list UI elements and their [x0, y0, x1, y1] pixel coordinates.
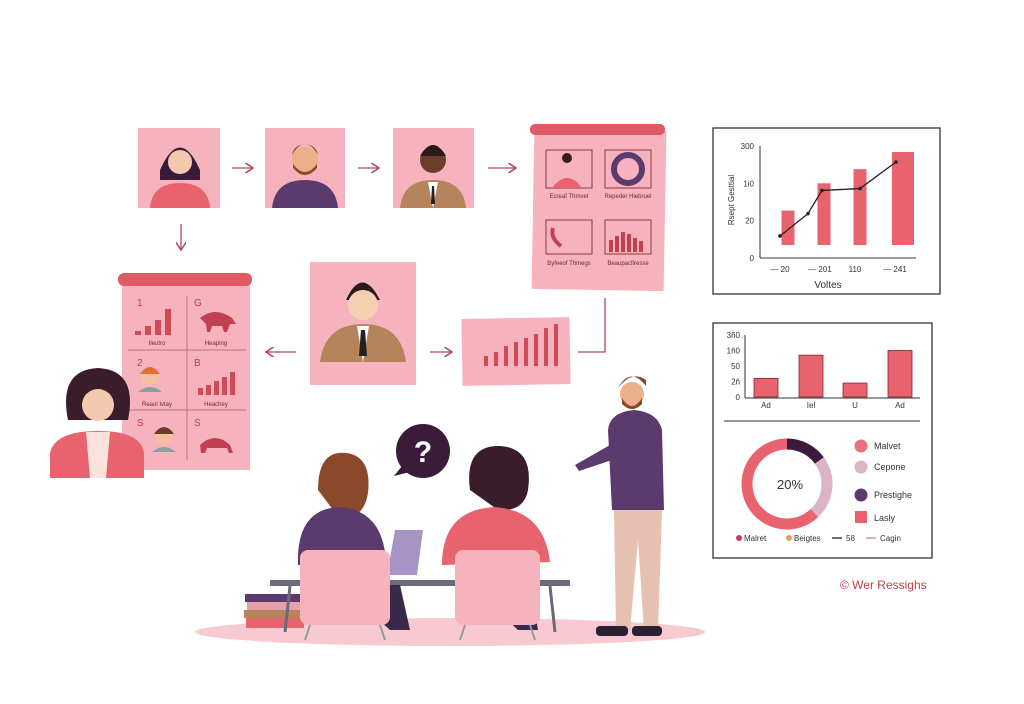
- board-caption: Heaping: [205, 341, 227, 347]
- standing-man: [575, 376, 664, 636]
- portrait-card-center: [310, 262, 416, 385]
- x-tick-label: — 241: [883, 265, 907, 274]
- x-tick-label: 110: [849, 265, 862, 274]
- x-tick-label: Iel: [807, 401, 816, 410]
- books-stack-icon: [244, 594, 304, 628]
- cell-number: B: [194, 358, 201, 369]
- table: [270, 580, 570, 586]
- y-tick-label: 0: [750, 254, 755, 263]
- line-point: [820, 188, 824, 193]
- bottom-legend-label: Cagin: [880, 534, 901, 543]
- legend-label: Malvet: [874, 441, 901, 451]
- legend-label: Lasly: [874, 513, 896, 523]
- board-caption: Beaupacfiresse: [607, 261, 649, 267]
- portrait-card-suited-man: [393, 128, 474, 208]
- y-tick-label: 2ñ: [731, 378, 740, 387]
- x-tick-label: — 201: [808, 265, 832, 274]
- line-point: [806, 211, 810, 216]
- cell-number: 1: [137, 298, 143, 309]
- x-tick-label: — 20: [770, 265, 790, 274]
- bar: [798, 354, 824, 398]
- laptop: [387, 530, 423, 575]
- x-axis-label: Voltes: [814, 280, 841, 291]
- meeting-scene: ?: [195, 376, 705, 646]
- bar: [842, 382, 868, 398]
- x-tick-label: Ad: [761, 401, 771, 410]
- donut-slice: [741, 438, 819, 530]
- line-point: [894, 160, 898, 164]
- board-caption: Byfeeof Thmegs: [547, 261, 591, 267]
- y-tick-label: 20: [745, 217, 754, 226]
- bottom-legend-label: 58: [846, 534, 855, 543]
- legend-swatch: [854, 488, 868, 502]
- cell-number: G: [194, 298, 202, 309]
- donut-center-label: 20%: [777, 477, 803, 492]
- question-mark-icon: ?: [414, 436, 432, 469]
- board-caption: Repeder Hiebruel: [604, 194, 651, 200]
- y-tick-label: 1i0: [743, 179, 754, 188]
- legend-swatch: [736, 535, 742, 541]
- woman-presenter: [50, 368, 144, 478]
- connector-line: [578, 298, 606, 353]
- board-caption: Heachey: [204, 402, 228, 408]
- info-board-right: Ecreaf Thmvet Repeder Hiebruel Byfeeof T…: [530, 124, 667, 292]
- board-caption: Reaol Ivtay: [142, 402, 172, 408]
- y-tick-label: 0: [736, 393, 741, 402]
- bar: [887, 350, 913, 398]
- legend-swatch: [854, 439, 868, 453]
- line-bar-chart: 0 20 1i0 300 — 20 — 201 110 — 241 Rsept Gesttia…: [712, 127, 941, 295]
- y-tick-label: 3ñ0: [727, 331, 741, 340]
- y-tick-label: 50: [731, 362, 740, 371]
- legend-swatch: [854, 460, 868, 474]
- portrait-card-woman: [138, 128, 220, 208]
- bar: [817, 183, 831, 245]
- bar: [753, 377, 779, 398]
- board-caption: Ileutro: [149, 341, 166, 347]
- legend-label: Cepone: [874, 462, 906, 472]
- portrait-card-bearded-man: [265, 128, 345, 208]
- line-point: [778, 234, 782, 238]
- cell-number: S: [194, 418, 201, 429]
- y-axis-label: Rsept Gesttial: [727, 175, 736, 225]
- mini-bar-chart-card: [461, 317, 571, 386]
- legend-swatch: [855, 511, 867, 523]
- cell-number: S: [137, 418, 144, 429]
- line-point: [858, 186, 862, 191]
- bar-donut-chart-panel: 0 2ñ 50 1ñ0 3ñ0 Ad Iel U Ad Malvet Cepone Prestigh…: [712, 322, 933, 559]
- chair: [455, 550, 540, 625]
- donut-slice: [786, 438, 824, 464]
- cell-number: 2: [137, 358, 143, 369]
- bar: [853, 169, 867, 245]
- legend-label: Prestighe: [874, 490, 912, 500]
- x-tick-label: Ad: [895, 401, 905, 410]
- question-speech-bubble: ?: [394, 424, 450, 478]
- bar: [781, 210, 795, 245]
- board-caption: Ecreaf Thmvet: [550, 194, 589, 200]
- x-tick-label: U: [852, 401, 858, 410]
- legend-swatch: [786, 535, 792, 541]
- watermark: © Wer Ressighs: [840, 578, 927, 592]
- bottom-legend-label: Malret: [744, 534, 767, 543]
- info-board-left: 1 G 2 B S S Ileutro Heaping Reaol Ivtay …: [118, 273, 252, 470]
- bar: [892, 151, 914, 245]
- y-tick-label: 300: [741, 142, 755, 151]
- y-tick-label: 1ñ0: [727, 347, 741, 356]
- chair: [300, 550, 390, 625]
- bottom-legend-label: Beigtes: [794, 534, 821, 543]
- donut-slice: [810, 457, 833, 518]
